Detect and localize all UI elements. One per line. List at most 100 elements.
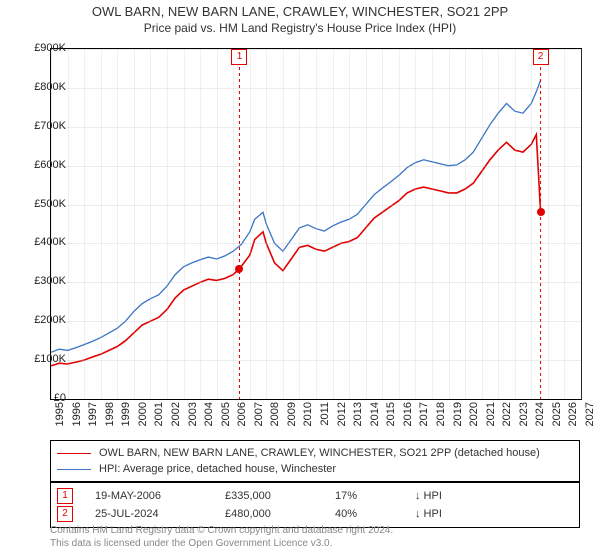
gridline-v <box>465 49 466 399</box>
gridline-v <box>515 49 516 399</box>
y-axis-tick-label: £200K <box>16 314 66 326</box>
gridline-v <box>217 49 218 399</box>
x-axis-tick-label: 2009 <box>286 402 298 426</box>
sale-row-hpi-direction: ↓ HPI <box>415 508 442 520</box>
sale-row-1: 1 19-MAY-2006£335,00017%↓ HPI <box>57 487 573 505</box>
x-axis-tick-label: 2007 <box>253 402 265 426</box>
x-axis-tick-label: 1997 <box>87 402 99 426</box>
gridline-v <box>581 49 582 399</box>
y-axis-tick-label: £600K <box>16 159 66 171</box>
gridline-v <box>449 49 450 399</box>
gridline-v <box>250 49 251 399</box>
sale-row-date: 25-JUL-2024 <box>95 508 225 520</box>
gridline-v <box>349 49 350 399</box>
sale-row-idx: 1 <box>57 488 73 504</box>
gridline-v <box>415 49 416 399</box>
x-axis-tick-label: 2020 <box>468 402 480 426</box>
x-axis-tick-label: 1998 <box>104 402 116 426</box>
chart-plot-area: 12 <box>50 48 582 400</box>
gridline-v <box>51 49 52 399</box>
sales-box: 1 19-MAY-2006£335,00017%↓ HPI 2 25-JUL-2024… <box>50 482 580 528</box>
series-line-subject <box>51 135 541 366</box>
gridline-v <box>167 49 168 399</box>
gridline-v <box>150 49 151 399</box>
gridline-v <box>101 49 102 399</box>
legend-swatch <box>57 453 91 454</box>
x-axis-tick-label: 2008 <box>269 402 281 426</box>
x-axis-tick-label: 2015 <box>385 402 397 426</box>
sale-row-price: £335,000 <box>225 490 335 502</box>
x-axis-tick-label: 2010 <box>302 402 314 426</box>
gridline-v <box>482 49 483 399</box>
gridline-v <box>366 49 367 399</box>
legend-box: OWL BARN, NEW BARN LANE, CRAWLEY, WINCHE… <box>50 440 580 482</box>
sale-row-pct: 17% <box>335 490 415 502</box>
x-axis-tick-label: 2024 <box>534 402 546 426</box>
legend-row-hpi: HPI: Average price, detached house, Winc… <box>57 461 573 477</box>
legend-label: HPI: Average price, detached house, Winc… <box>99 463 336 475</box>
sale-row-date: 19-MAY-2006 <box>95 490 225 502</box>
footer-line-2: This data is licensed under the Open Gov… <box>50 537 580 550</box>
x-axis-tick-label: 2027 <box>584 402 596 426</box>
sale-row-price: £480,000 <box>225 508 335 520</box>
footer-attribution: Contains HM Land Registry data © Crown c… <box>50 524 580 550</box>
gridline-v <box>382 49 383 399</box>
axis-baseline <box>51 399 581 400</box>
x-axis-tick-label: 2002 <box>170 402 182 426</box>
gridline-v <box>432 49 433 399</box>
gridline-v <box>333 49 334 399</box>
x-axis-tick-label: 2025 <box>551 402 563 426</box>
gridline-v <box>84 49 85 399</box>
x-axis-tick-label: 2005 <box>220 402 232 426</box>
gridline-v <box>564 49 565 399</box>
sale-marker-dot-1 <box>235 265 243 273</box>
gridline-v <box>200 49 201 399</box>
x-axis-tick-label: 2016 <box>402 402 414 426</box>
sale-row-pct: 40% <box>335 508 415 520</box>
gridline-v <box>548 49 549 399</box>
y-axis-tick-label: £300K <box>16 275 66 287</box>
gridline-v <box>134 49 135 399</box>
x-axis-tick-label: 2013 <box>352 402 364 426</box>
x-axis-tick-label: 2022 <box>501 402 513 426</box>
y-axis-tick-label: £800K <box>16 81 66 93</box>
sale-row-hpi-direction: ↓ HPI <box>415 490 442 502</box>
x-axis-tick-label: 2003 <box>187 402 199 426</box>
sale-marker-dot-2 <box>537 208 545 216</box>
gridline-v <box>399 49 400 399</box>
x-axis-tick-label: 2014 <box>369 402 381 426</box>
x-axis-tick-label: 2021 <box>485 402 497 426</box>
y-axis-tick-label: £100K <box>16 353 66 365</box>
legend-swatch <box>57 469 91 470</box>
x-axis-tick-label: 2006 <box>236 402 248 426</box>
x-axis-tick-label: 1995 <box>54 402 66 426</box>
x-axis-tick-label: 2023 <box>518 402 530 426</box>
legend-row-subject: OWL BARN, NEW BARN LANE, CRAWLEY, WINCHE… <box>57 445 573 461</box>
gridline-v <box>316 49 317 399</box>
footer-line-1: Contains HM Land Registry data © Crown c… <box>50 524 580 537</box>
chart-subtitle: Price paid vs. HM Land Registry's House … <box>0 21 600 35</box>
gridline-v <box>184 49 185 399</box>
x-axis-tick-label: 2018 <box>435 402 447 426</box>
x-axis-tick-label: 2004 <box>203 402 215 426</box>
y-axis-tick-label: £900K <box>16 42 66 54</box>
x-axis-tick-label: 1999 <box>120 402 132 426</box>
sale-row-idx: 2 <box>57 506 73 522</box>
y-axis-tick-label: £700K <box>16 120 66 132</box>
chart-title: OWL BARN, NEW BARN LANE, CRAWLEY, WINCHE… <box>0 4 600 19</box>
gridline-v <box>283 49 284 399</box>
x-axis-tick-label: 1996 <box>71 402 83 426</box>
sale-marker-number-2: 2 <box>533 49 549 65</box>
x-axis-tick-label: 2012 <box>336 402 348 426</box>
gridline-v <box>498 49 499 399</box>
y-axis-tick-label: £500K <box>16 198 66 210</box>
x-axis-tick-label: 2011 <box>319 402 331 426</box>
series-line-hpi <box>51 80 541 352</box>
sale-marker-number-1: 1 <box>231 49 247 65</box>
x-axis-tick-label: 2019 <box>452 402 464 426</box>
gridline-v <box>117 49 118 399</box>
gridline-v <box>531 49 532 399</box>
gridline-v <box>233 49 234 399</box>
gridline-v <box>266 49 267 399</box>
legend-label: OWL BARN, NEW BARN LANE, CRAWLEY, WINCHE… <box>99 447 540 459</box>
